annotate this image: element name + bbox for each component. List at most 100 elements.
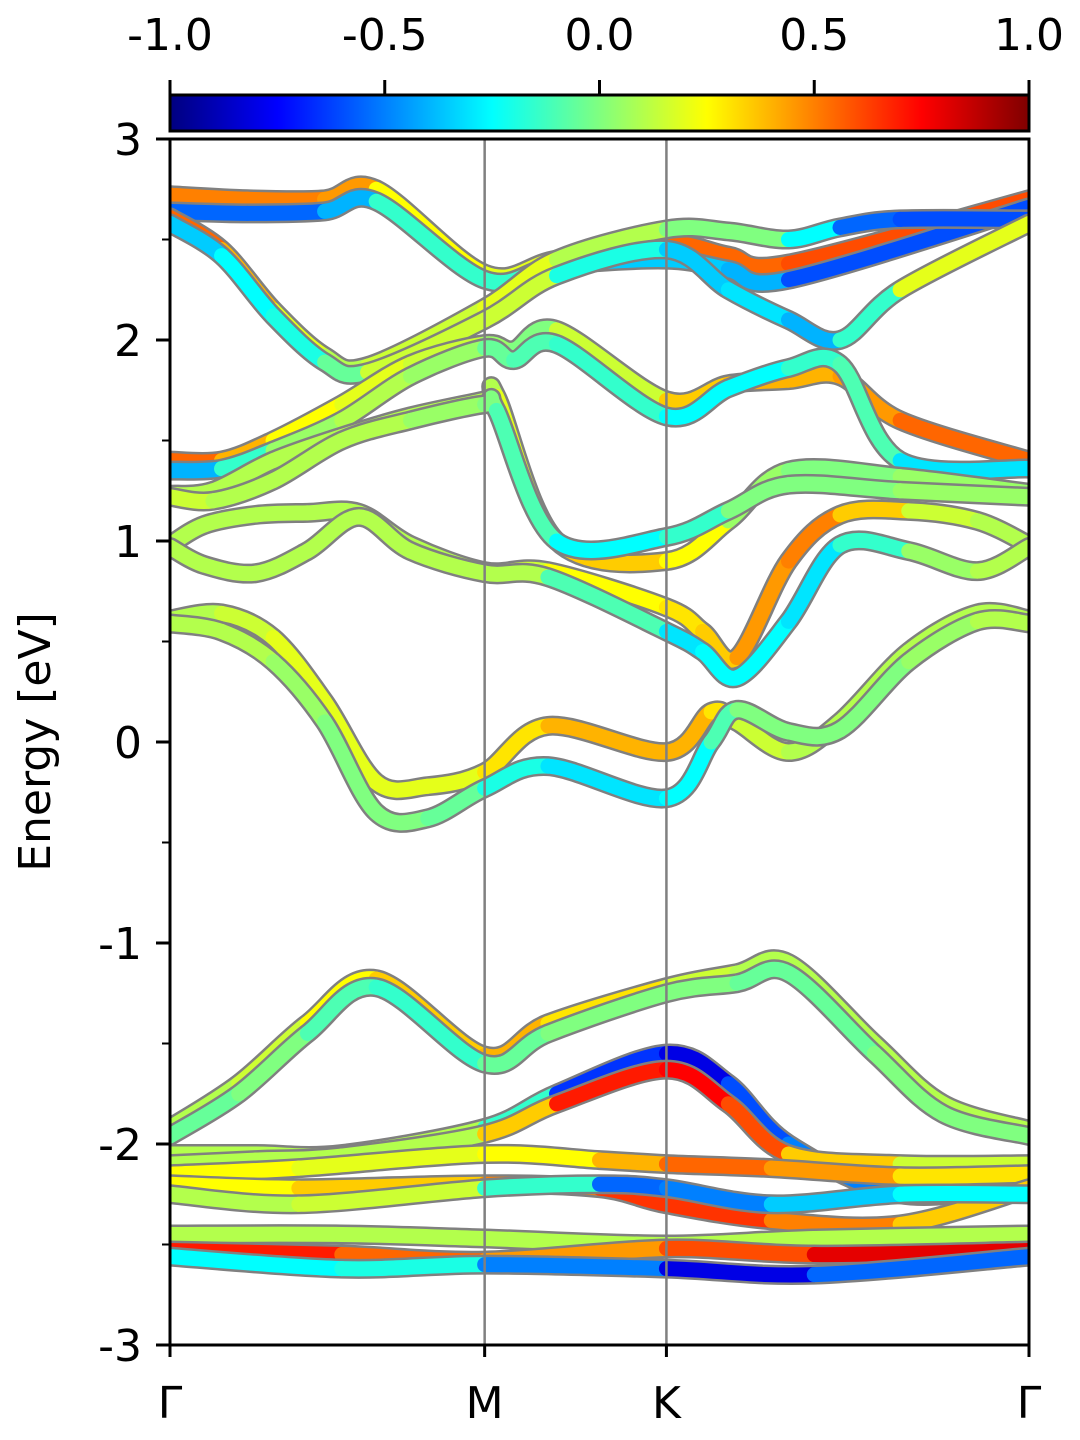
band-segment [170,1086,247,1144]
band-14 [170,959,1029,1146]
band-segment [592,1152,674,1172]
band-segment [477,268,565,328]
y-tick-label: -1 [98,919,142,970]
band-segment [317,714,384,820]
x-tick-label: K [652,1378,682,1429]
band-segment [477,1025,556,1073]
band-segment [170,1152,264,1172]
band-segment [806,1226,1029,1246]
band-segment [170,187,255,207]
band-segment [969,611,1029,631]
y-tick-label: -3 [98,1321,142,1372]
band-segment [892,211,1029,227]
band-segment [170,1186,307,1212]
band-segment [334,368,419,428]
x-tick-label: Γ [158,1378,183,1429]
band-segment [170,1249,350,1277]
band-segment [549,241,674,284]
band-segment [832,282,908,348]
band-segment [540,758,674,807]
band-segment [477,565,556,585]
y-tick-label: 1 [114,517,142,568]
band-segment [832,356,908,469]
band-segment [780,312,848,349]
band-segment [299,979,384,1041]
band-segment [832,211,908,235]
band-outline [170,959,1029,1146]
band-segment [549,529,674,558]
band-segment [780,460,908,485]
band-segment [658,1180,779,1212]
y-tick-label: -2 [98,1120,142,1171]
band-19 [170,1174,1029,1215]
band-segment [720,477,796,519]
y-tick-label: 3 [114,115,142,166]
band-segment [477,1146,607,1168]
colorbar-ticks: -1.0 -0.5 0.0 0.5 1.0 [127,10,1064,95]
band-segment [170,615,230,639]
y-tick-label: 2 [114,316,142,367]
x-tick-label: M [466,1378,504,1429]
band-segment [239,191,333,208]
band-segment [477,758,556,796]
band-segment [780,722,848,745]
band-segment [477,252,565,316]
band-segment [780,349,848,376]
band-segment [658,1240,822,1263]
band-segment [780,476,908,499]
band-segment [763,1212,908,1235]
y-axis-label: Energy [eV] [10,612,61,872]
colorbar-tick-label: -0.5 [342,10,428,61]
band-segment [170,1160,307,1182]
band-segment [477,1096,565,1142]
band-22 [170,1246,1029,1286]
band-17 [170,1143,1029,1187]
band-segment [658,220,736,239]
band-segment [780,965,882,1062]
y-axis-ticks: -3 -2 -1 0 1 2 3 [98,115,170,1372]
band-9 [170,499,1029,671]
band-segment [170,1176,307,1196]
band-segment [729,553,796,666]
band-segment [935,1106,1029,1144]
colorbar-gradient [168,93,1031,133]
band-segment [832,501,917,523]
band-segment [540,985,674,1041]
band-segment [658,1156,779,1176]
band-segment [196,557,264,582]
band-segment [549,221,674,268]
band-12 [170,608,1029,833]
band-segment [549,336,674,424]
band-segment [892,453,1029,479]
band-segment [540,718,674,760]
colorbar-tick-label: 0.5 [779,10,849,61]
band-segment [720,248,796,275]
colorbar-tick-label: -1.0 [127,10,213,61]
band-segment [763,1160,908,1184]
band-segment [892,483,1029,505]
band-segment [892,1166,1029,1184]
colorbar-tick-label: 1.0 [994,10,1064,61]
band-segment [334,1226,493,1246]
high-symmetry-lines [483,139,668,1345]
band-segment [892,215,1029,298]
band-segment [368,193,493,288]
band-segment [248,505,315,523]
band-segment [265,654,333,730]
band-segment [291,1146,493,1176]
band-segment [549,322,674,408]
x-tick-label: Γ [1017,1378,1042,1429]
band-4 [170,213,1029,385]
band-segment [892,1156,1029,1173]
band-segment [720,1076,796,1152]
band-segment [729,613,796,686]
band-8 [170,387,1029,561]
band-segment [832,654,917,738]
band-segment [806,1249,1029,1283]
band-segment [780,1146,908,1172]
band-segment [892,412,1029,469]
band-segment [892,1186,1029,1202]
band-segment [720,262,796,291]
